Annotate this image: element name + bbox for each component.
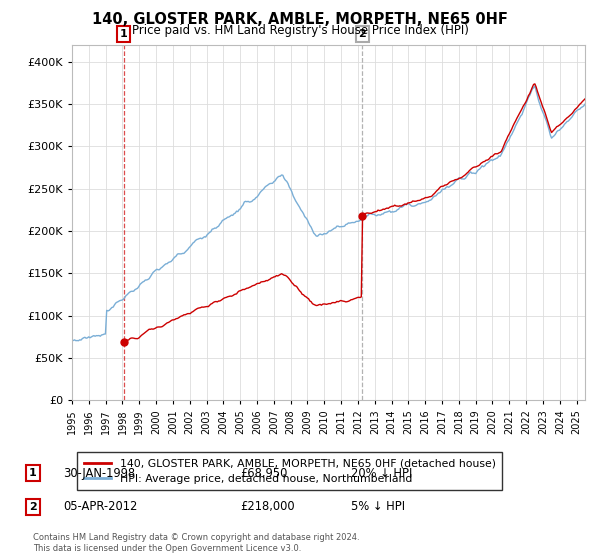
Text: 1: 1 (29, 468, 37, 478)
Legend: 140, GLOSTER PARK, AMBLE, MORPETH, NE65 0HF (detached house), HPI: Average price: 140, GLOSTER PARK, AMBLE, MORPETH, NE65 … (77, 452, 502, 491)
Text: Contains HM Land Registry data © Crown copyright and database right 2024.
This d: Contains HM Land Registry data © Crown c… (33, 533, 359, 553)
Text: £218,000: £218,000 (240, 500, 295, 514)
Text: £68,950: £68,950 (240, 466, 287, 480)
Text: Price paid vs. HM Land Registry's House Price Index (HPI): Price paid vs. HM Land Registry's House … (131, 24, 469, 37)
Text: 5% ↓ HPI: 5% ↓ HPI (351, 500, 405, 514)
Text: 20% ↓ HPI: 20% ↓ HPI (351, 466, 412, 480)
Text: 1: 1 (120, 29, 128, 39)
Text: 140, GLOSTER PARK, AMBLE, MORPETH, NE65 0HF: 140, GLOSTER PARK, AMBLE, MORPETH, NE65 … (92, 12, 508, 27)
Text: 2: 2 (359, 29, 367, 39)
Text: 30-JAN-1998: 30-JAN-1998 (63, 466, 135, 480)
Text: 2: 2 (29, 502, 37, 512)
Text: 05-APR-2012: 05-APR-2012 (63, 500, 137, 514)
